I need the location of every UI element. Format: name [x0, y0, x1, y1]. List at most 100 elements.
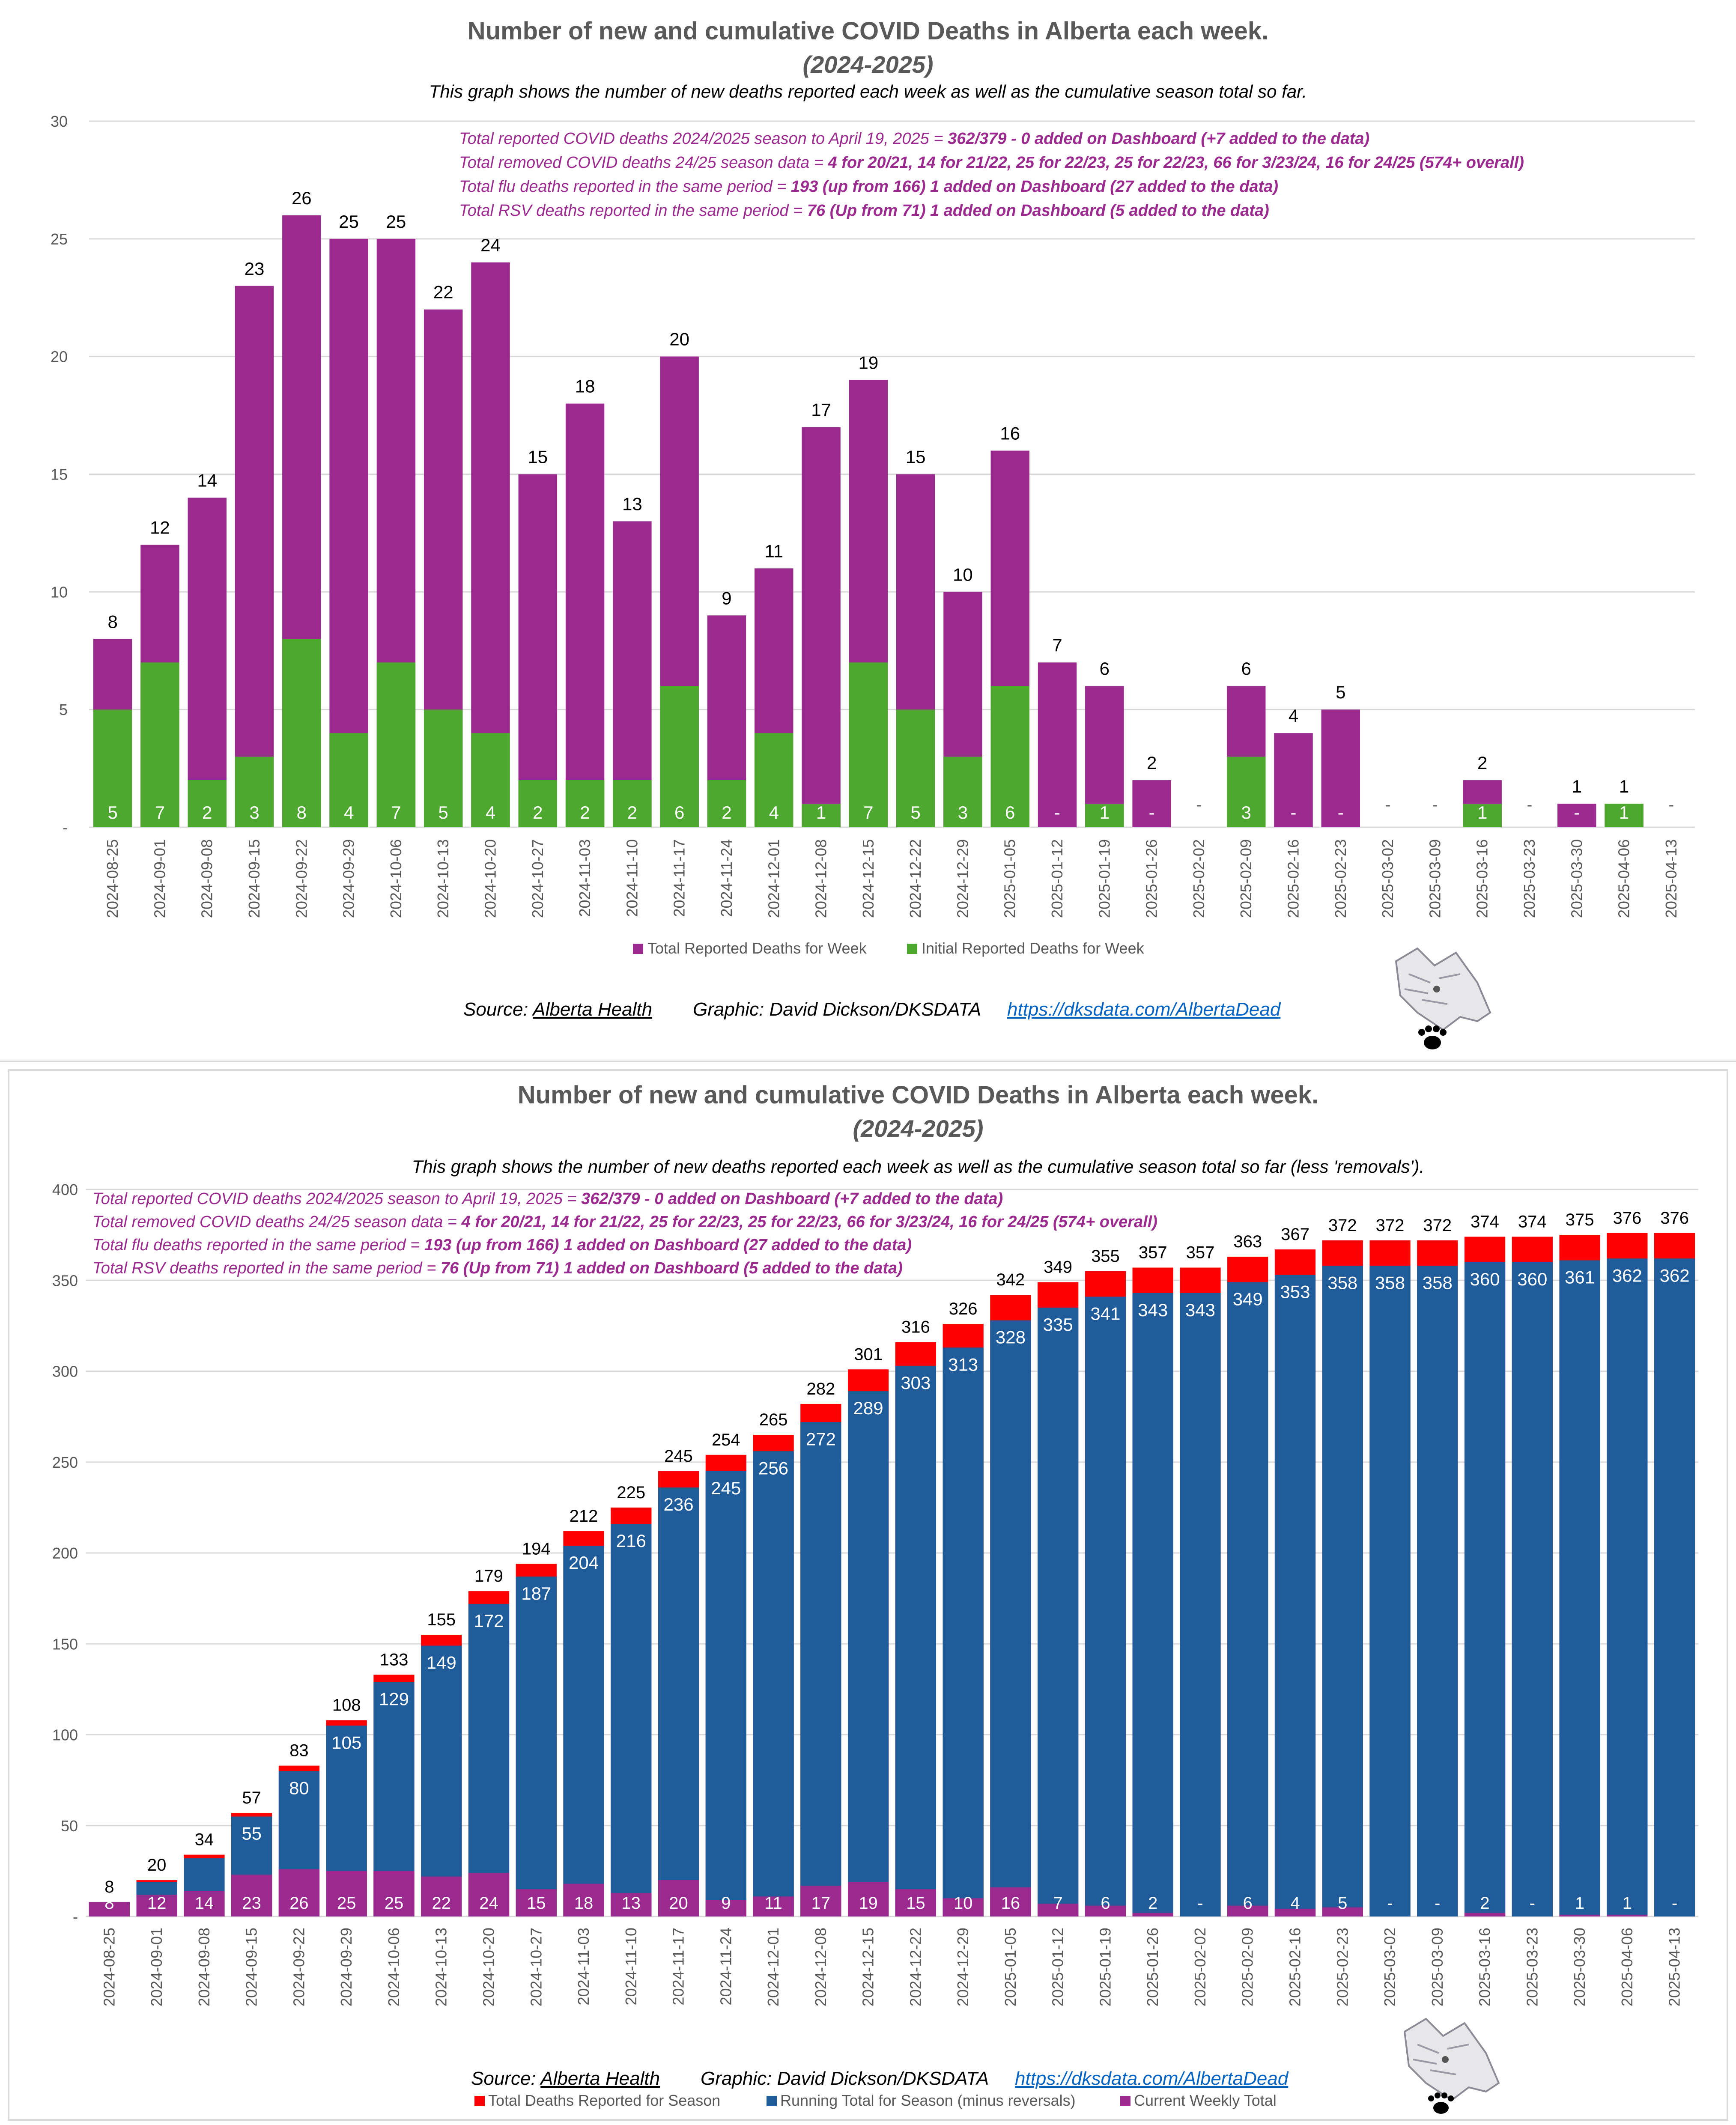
bar-total-reported: [1274, 733, 1313, 827]
data-label-weekly-total: 6: [1101, 1894, 1110, 1913]
data-label-total: 9: [722, 588, 731, 608]
data-label-season-total: 155: [427, 1610, 456, 1629]
data-label-initial: 2: [580, 802, 590, 823]
bar-total-reported: [235, 286, 274, 828]
y-tick-label: 300: [52, 1363, 78, 1380]
x-tick-label: 2025-03-09: [1426, 839, 1444, 918]
bar-initial-reported: [707, 780, 746, 827]
bar-running-total: [800, 1422, 841, 1916]
data-label-total: 4: [1289, 706, 1298, 726]
note-removed: Total removed COVID deaths 24/25 season …: [92, 1213, 1157, 1231]
x-tick-label: 2025-04-13: [1666, 1928, 1683, 2006]
source-link[interactable]: https://dksdata.com/AlbertaDead: [1007, 999, 1281, 1020]
y-tick-label: 25: [51, 230, 68, 248]
data-label-weekly-total: 11: [764, 1894, 782, 1913]
data-label-running-total: 328: [996, 1327, 1026, 1347]
data-label-season-total: 265: [759, 1410, 788, 1429]
data-label-initial: 1: [1100, 802, 1110, 823]
x-tick-label: 2025-04-13: [1662, 839, 1680, 918]
data-label-total: 24: [480, 235, 501, 255]
data-label-initial: 3: [249, 802, 259, 823]
data-label-running-total: 149: [427, 1652, 456, 1672]
bar-weekly-total: [89, 1902, 130, 1916]
info-notes: Total reported COVID deaths 2024/2025 se…: [459, 130, 1524, 220]
bar-total-reported: [1038, 662, 1077, 827]
data-label-season-total: 83: [289, 1741, 309, 1760]
source-link[interactable]: https://dksdata.com/AlbertaDead: [1015, 2068, 1289, 2089]
data-label-season-total: 349: [1044, 1258, 1072, 1276]
data-label-weekly-total: 23: [242, 1894, 261, 1913]
data-label-season-total: 376: [1613, 1209, 1641, 1228]
data-label-season-total: 245: [664, 1447, 693, 1466]
info-notes: Total reported COVID deaths 2024/2025 se…: [92, 1190, 1157, 1277]
x-tick-label: 2024-12-29: [954, 1928, 972, 2006]
legend-swatch-weekly-total: [1120, 2096, 1130, 2106]
bar-weekly-total: [1274, 1909, 1316, 1916]
data-label-total: 23: [245, 259, 265, 279]
bars: [89, 1233, 1695, 1916]
bar-running-total: [990, 1320, 1031, 1916]
data-label-initial: 7: [155, 802, 165, 823]
source-line: Source: Alberta Health: [463, 999, 652, 1020]
data-label-initial: 2: [533, 802, 543, 823]
data-label-running-total: 272: [806, 1429, 836, 1449]
x-tick-label: 2025-01-19: [1095, 839, 1113, 918]
data-label-weekly-total: 16: [1001, 1894, 1020, 1913]
x-tick-label: 2025-03-23: [1523, 1928, 1541, 2006]
data-label-weekly-total: 15: [527, 1894, 546, 1913]
bar-running-total: [1274, 1275, 1316, 1916]
data-label-total: 6: [1100, 659, 1110, 679]
x-tick-label: 2025-02-16: [1285, 839, 1302, 918]
bar-initial-reported: [1463, 804, 1502, 827]
data-label-weekly-total: 1: [1575, 1894, 1584, 1913]
x-tick-label: 2024-10-27: [529, 839, 546, 918]
legend: Total Deaths Reported for Season Running…: [474, 2092, 1277, 2109]
legend-initial-label: Initial Reported Deaths for Week: [922, 939, 1145, 957]
x-tick-label: 2024-10-27: [527, 1928, 545, 2006]
x-tick-label: 2024-12-01: [765, 839, 782, 918]
y-tick-label: 15: [51, 466, 68, 483]
y-tick-label: -: [63, 819, 68, 836]
data-labels: 8512714223326825425722524415218213220692…: [107, 188, 1674, 823]
data-label-total: 5: [1336, 682, 1345, 702]
bar-running-total: [1607, 1258, 1648, 1916]
x-tick-label: 2025-03-02: [1381, 1928, 1399, 2006]
x-tick-label: 2025-01-05: [1002, 1928, 1019, 2006]
source-line: Source: Alberta Health: [471, 2068, 660, 2089]
data-label-running-total: 358: [1375, 1273, 1405, 1293]
bar-total-reported: [1321, 709, 1360, 827]
data-label-season-total: 57: [242, 1788, 261, 1807]
weekly-deaths-panel: Number of new and cumulative COVID Death…: [0, 0, 1736, 1062]
data-label-weekly-total: -: [1530, 1894, 1535, 1913]
bar-initial-reported: [802, 804, 841, 827]
data-label-season-total: 8: [104, 1878, 114, 1896]
y-tick-label: 250: [52, 1454, 78, 1471]
bar-weekly-total: [1132, 1913, 1173, 1916]
x-tick-label: 2024-12-29: [954, 839, 971, 918]
bar-initial-reported: [755, 733, 793, 827]
x-tick-label: 2024-12-22: [907, 1928, 924, 2006]
data-label-running-total: 341: [1090, 1303, 1120, 1323]
x-tick-label: 2024-09-08: [195, 1928, 213, 2006]
data-label-running-total: 303: [901, 1373, 931, 1393]
x-tick-label: 2024-12-01: [764, 1928, 782, 2006]
data-label-running-total: 55: [242, 1824, 262, 1844]
bar-initial-reported: [660, 686, 699, 827]
x-tick-label: 2024-12-15: [859, 1928, 877, 2006]
data-label-running-total: 353: [1280, 1282, 1310, 1302]
note-removed: Total removed COVID deaths 24/25 season …: [459, 154, 1524, 172]
graphic-credit: Graphic: David Dickson/DKSDATA: [693, 999, 981, 1020]
bar-initial-reported: [518, 780, 558, 827]
x-tick-label: 2025-04-06: [1615, 839, 1633, 918]
data-label-initial: 2: [202, 802, 212, 823]
x-tick-label: 2025-01-26: [1143, 839, 1160, 918]
bar-weekly-total: [895, 1889, 937, 1916]
bar-total-reported: [802, 427, 841, 827]
data-label-total: 12: [150, 517, 170, 537]
bar-running-total: [943, 1347, 984, 1916]
data-label-initial: 6: [1005, 802, 1015, 823]
x-tick-label: 2024-09-01: [148, 1928, 165, 2006]
data-label-total: 1: [1572, 776, 1582, 796]
data-label-weekly-total: 18: [574, 1894, 594, 1913]
data-label-initial: -: [1291, 802, 1297, 823]
